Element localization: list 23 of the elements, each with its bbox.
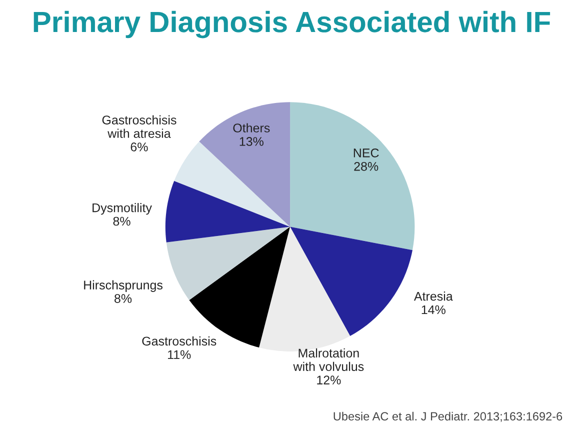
pie-slice [199, 102, 290, 227]
slice-label: NEC [354, 148, 379, 158]
pie-slice [166, 226, 290, 300]
data-label: 14% [422, 305, 446, 314]
slice-label: Atresia [414, 292, 453, 301]
slice-label: Gastroschisis [142, 336, 216, 346]
pie-slice [290, 226, 412, 336]
data-label: 8% [114, 294, 132, 303]
data-label: 12% [317, 376, 341, 384]
slice-label: Hirschsprungs [84, 280, 163, 292]
data-label: 28% [354, 162, 378, 171]
pie-slice [165, 180, 290, 242]
data-label: 8% [113, 216, 130, 226]
slice-label: Dysmotility [92, 203, 152, 215]
slice-label: Malrotation with volvulus [293, 348, 364, 372]
data-label: 13% [240, 137, 264, 146]
slice-label: Others [233, 123, 270, 132]
chart-title: Primary Diagnosis Associated with IF [34, 10, 550, 38]
slice-label: Gastroschisis with atresia [102, 115, 176, 138]
pie-slice [290, 102, 415, 250]
text: Ubesie AC et al. J Pediatr. 2013;163:1692-6 [334, 412, 562, 422]
data-label: 6% [130, 142, 148, 152]
data-label: 11% [168, 350, 191, 359]
